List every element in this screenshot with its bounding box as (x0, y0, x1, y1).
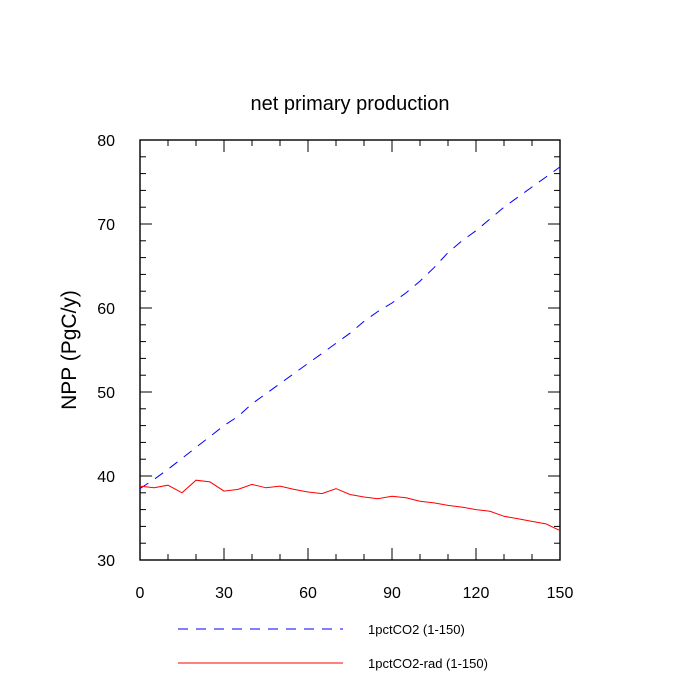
chart-title: net primary production (251, 93, 450, 115)
x-tick-label: 120 (463, 585, 490, 602)
legend-label-1pctco2-rad: 1pctCO2-rad (1-150) (368, 656, 488, 671)
legend-label-1pctco2: 1pctCO2 (1-150) (368, 622, 465, 637)
y-tick-label: 40 (97, 469, 115, 486)
plot-frame (139, 139, 561, 561)
legend: 1pctCO2 (1-150) 1pctCO2-rad (1-150) (178, 622, 488, 671)
y-tick-label: 60 (97, 301, 115, 318)
x-tick-label: 30 (215, 585, 233, 602)
x-tick-label: 150 (547, 585, 574, 602)
axis-ticks (139, 139, 561, 561)
y-axis-label: NPP (PgC/y) (58, 290, 81, 410)
series-layer (139, 166, 561, 532)
y-tick-label: 70 (97, 217, 115, 234)
tick-labels: 0 30 60 90 120 150 30 40 50 60 70 80 (97, 133, 573, 602)
x-tick-label: 60 (299, 585, 317, 602)
series-line-2 (139, 479, 561, 532)
y-tick-label: 50 (97, 385, 115, 402)
x-tick-label: 0 (136, 585, 145, 602)
series-line-1 (139, 166, 561, 490)
y-tick-label: 30 (97, 553, 115, 570)
x-tick-label: 90 (383, 585, 401, 602)
y-tick-label: 80 (97, 133, 115, 150)
